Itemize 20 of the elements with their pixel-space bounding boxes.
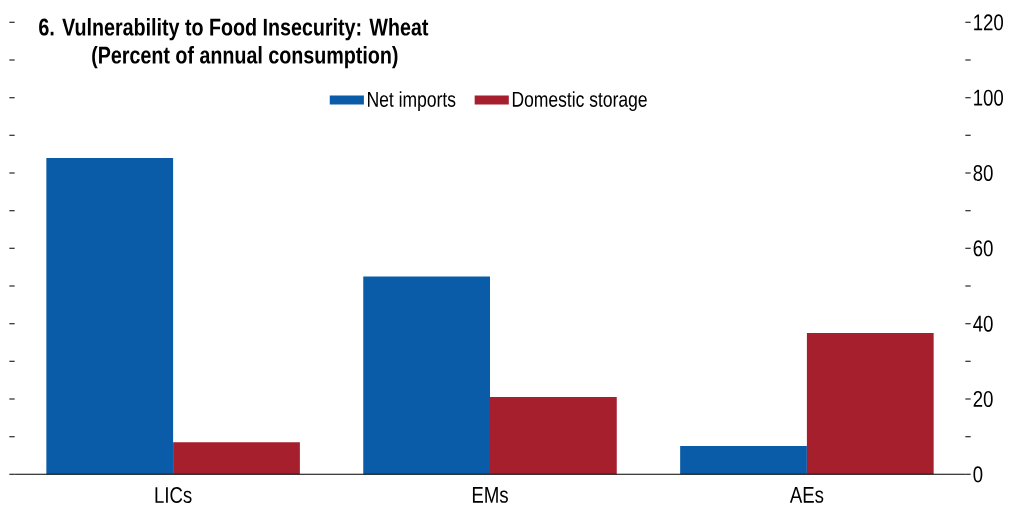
y-tick-label: 100 bbox=[974, 89, 1004, 106]
y-tick-label: 0 bbox=[973, 466, 983, 483]
bar bbox=[173, 442, 300, 475]
bar bbox=[806, 333, 934, 475]
bar bbox=[490, 397, 617, 475]
bar bbox=[680, 446, 807, 475]
y-tick-label: 60 bbox=[973, 240, 993, 257]
x-tick-label: AEs bbox=[789, 487, 824, 503]
y-tick-label: 40 bbox=[973, 315, 993, 332]
y-tick-label: 120 bbox=[974, 14, 1004, 31]
chart-title: 6. Vulnerability to Food Insecurity: Wheat bbox=[39, 17, 429, 41]
bar bbox=[46, 157, 174, 475]
bar bbox=[363, 276, 491, 475]
legend-label: Domestic storage bbox=[512, 91, 647, 112]
legend-label: Net imports bbox=[368, 91, 456, 112]
x-tick-label: LICs bbox=[155, 487, 192, 504]
y-tick-label: 20 bbox=[973, 390, 993, 408]
y-tick-label: 80 bbox=[973, 164, 993, 182]
text: (Percent of annual consumption) bbox=[92, 45, 398, 69]
x-tick-label: EMs bbox=[472, 487, 508, 503]
